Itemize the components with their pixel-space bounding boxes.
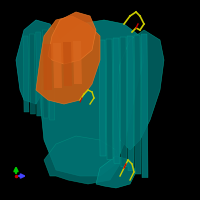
Polygon shape <box>96 156 136 188</box>
Polygon shape <box>36 32 42 116</box>
Polygon shape <box>127 36 134 170</box>
Polygon shape <box>48 12 96 64</box>
Polygon shape <box>73 41 82 84</box>
Polygon shape <box>49 28 55 120</box>
Polygon shape <box>141 34 148 178</box>
Polygon shape <box>134 35 141 174</box>
Polygon shape <box>42 30 48 118</box>
Polygon shape <box>120 37 127 167</box>
Polygon shape <box>43 44 52 90</box>
Polygon shape <box>23 36 29 112</box>
Polygon shape <box>40 20 144 176</box>
Polygon shape <box>29 34 35 114</box>
Polygon shape <box>16 20 60 104</box>
Polygon shape <box>116 30 164 150</box>
Polygon shape <box>106 39 113 160</box>
Polygon shape <box>113 38 120 163</box>
Polygon shape <box>63 42 72 86</box>
Polygon shape <box>99 40 106 156</box>
Polygon shape <box>53 43 62 88</box>
Polygon shape <box>36 16 100 104</box>
Polygon shape <box>44 136 120 184</box>
